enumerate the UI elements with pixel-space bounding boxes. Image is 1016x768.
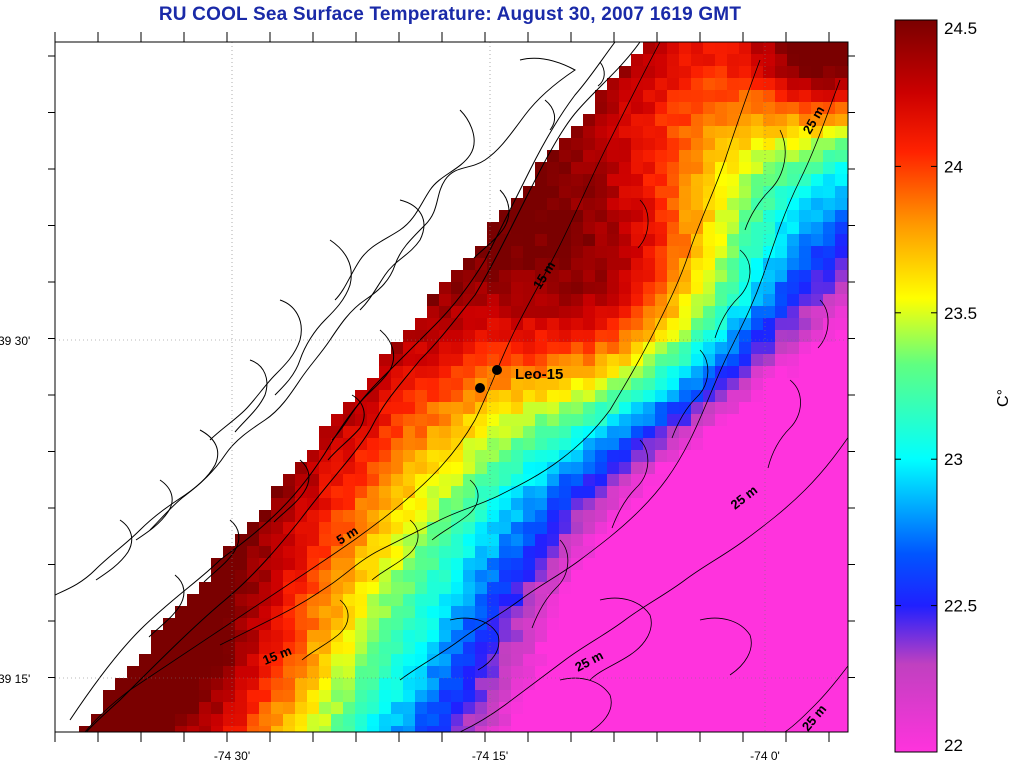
colorbar-tick-label: 22 (944, 736, 963, 755)
colorbar-tick-label: 22.5 (944, 597, 977, 616)
axis-minor-ticks (48, 32, 855, 742)
colorbar-tick-label: 24.5 (944, 19, 977, 38)
coastline (55, 42, 641, 732)
colorbar-unit-label: C° (995, 389, 1012, 407)
colorbar (894, 19, 938, 753)
station-marker-south (475, 383, 485, 393)
colorbar-ticks: 24.5 24 23.5 23 22.5 22 (895, 19, 977, 755)
sst-pixels (79, 42, 848, 732)
lat-tick-label-39-15: 39 15' (0, 672, 30, 686)
lon-tick-label-74-15: -74 15' (472, 749, 508, 763)
map-title: RU COOL Sea Surface Temperature: August … (158, 4, 742, 25)
station-label-leo-15: Leo-15 (515, 366, 563, 383)
station-marker-north (492, 365, 502, 375)
lat-tick-label-39-30: 39 30' (0, 334, 30, 348)
bathymetry-contours (84, 42, 848, 732)
lon-tick-label-74-30: -74 30' (214, 749, 250, 763)
lon-tick-label-74-0: -74 0' (750, 749, 780, 763)
colorbar-tick-label: 23.5 (944, 304, 977, 323)
colorbar-tick-label: 24 (944, 157, 963, 176)
map-frame (54, 41, 849, 733)
colorbar-tick-label: 23 (944, 450, 963, 469)
map-gridlines (55, 42, 848, 732)
